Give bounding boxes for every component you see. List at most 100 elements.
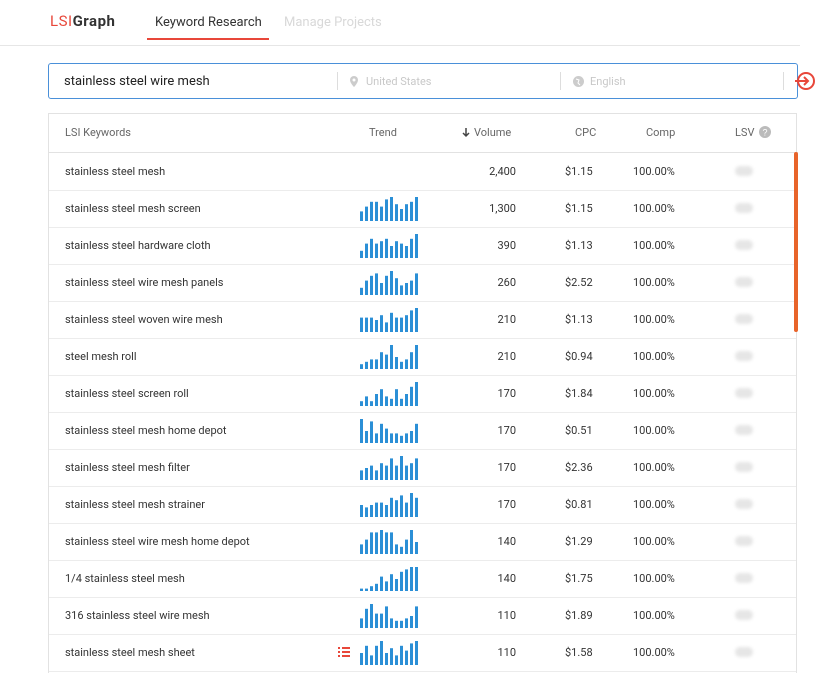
trend-bar xyxy=(380,352,383,369)
keyword-table: LSI Keywords Trend Volume CPC Comp LSV ?… xyxy=(48,113,798,673)
trend-bar xyxy=(360,401,363,406)
lsv-blurred xyxy=(735,573,753,583)
trend-bar xyxy=(400,456,403,480)
trend-bar xyxy=(400,495,403,517)
column-header[interactable]: Comp xyxy=(646,126,676,139)
trend-bar xyxy=(405,433,408,443)
trend-bar xyxy=(415,423,418,443)
trend-bar xyxy=(370,275,373,295)
trend-bar xyxy=(370,604,373,628)
trend-bar xyxy=(390,648,393,665)
trend-bar xyxy=(390,271,393,295)
trend-sparkline xyxy=(360,345,418,369)
trend-bar xyxy=(365,243,368,258)
column-header[interactable]: CPC xyxy=(575,126,597,139)
cpc: $2.36 xyxy=(565,461,593,474)
table-row[interactable]: stainless steel screen roll 170 $1.84 100.0… xyxy=(49,375,796,413)
svg-text:?: ? xyxy=(762,128,767,138)
trend-bar xyxy=(380,530,383,554)
column-header[interactable]: LSI Keywords xyxy=(65,126,131,139)
trend-bar xyxy=(380,283,383,295)
table-row[interactable]: stainless steel mesh strainer 170 $0.81 100… xyxy=(49,486,796,524)
table-row[interactable]: stainless steel hardware cloth 390 $1.13 10… xyxy=(49,227,796,265)
table-row[interactable]: 1/4 stainless steel mesh 140 $1.75 100.00% xyxy=(49,560,796,598)
language-input[interactable]: English xyxy=(590,75,626,88)
comp: 100.00% xyxy=(633,276,675,289)
trend-sparkline xyxy=(360,419,418,443)
tab[interactable]: Manage Projects xyxy=(284,15,382,30)
comp: 100.00% xyxy=(633,350,675,363)
trend-bar xyxy=(385,581,388,591)
tab[interactable]: Keyword Research xyxy=(155,15,262,30)
cpc: $1.29 xyxy=(565,535,593,548)
query-input[interactable]: stainless steel wire mesh xyxy=(64,74,210,89)
trend-bar xyxy=(395,389,398,406)
trend-bar xyxy=(400,546,403,554)
trend-bar xyxy=(395,317,398,332)
table-row[interactable]: stainless steel woven wire mesh 210 $1.13 1… xyxy=(49,301,796,339)
comp: 100.00% xyxy=(633,313,675,326)
trend-bar xyxy=(365,280,368,295)
keyword: stainless steel mesh sheet xyxy=(65,646,195,659)
pin-icon xyxy=(350,76,358,87)
trend-bar xyxy=(395,204,398,221)
table-row[interactable]: stainless steel mesh home depot 170 $0.51 1… xyxy=(49,412,796,450)
column-header[interactable]: LSV xyxy=(735,126,755,139)
trend-bar xyxy=(360,250,363,258)
comp: 100.00% xyxy=(633,646,675,659)
trend-bar xyxy=(385,653,388,665)
list-icon[interactable] xyxy=(338,647,350,657)
globe-icon xyxy=(573,76,584,87)
table-row[interactable]: stainless steel wire mesh home depot 140 $… xyxy=(49,523,796,561)
trend-bar xyxy=(375,613,378,628)
scrollbar[interactable] xyxy=(794,152,798,332)
trend-bar xyxy=(410,530,413,554)
lsv-blurred xyxy=(735,388,753,398)
trend-bar xyxy=(385,322,388,332)
trend-bar xyxy=(415,345,418,369)
trend-bar xyxy=(375,320,378,332)
table-row[interactable]: 316 stainless steel wire mesh 110 $1.89 100… xyxy=(49,597,796,635)
trend-bar xyxy=(370,317,373,332)
trend-bar xyxy=(375,394,378,406)
trend-bar xyxy=(415,273,418,295)
trend-bar xyxy=(380,463,383,480)
trend-bar xyxy=(370,201,373,221)
trend-bar xyxy=(395,357,398,369)
keyword: steel mesh roll xyxy=(65,350,137,363)
logo[interactable]: LSIGraph xyxy=(50,12,115,30)
volume: 260 xyxy=(497,276,516,289)
table-row[interactable]: stainless steel mesh 2,400 $1.15 100.00% xyxy=(49,153,796,191)
trend-bar xyxy=(380,423,383,443)
trend-bar xyxy=(395,465,398,480)
trend-bar xyxy=(380,389,383,406)
cpc: $0.81 xyxy=(565,498,593,511)
location-input[interactable]: United States xyxy=(366,75,432,88)
trend-bar xyxy=(405,394,408,406)
table-row[interactable]: steel mesh roll 210 $0.94 100.00% xyxy=(49,338,796,376)
separator xyxy=(560,72,561,90)
column-header[interactable]: Trend xyxy=(369,126,397,139)
trend-bar xyxy=(405,502,408,517)
trend-sparkline xyxy=(360,604,418,628)
volume: 2,400 xyxy=(489,165,516,178)
trend-bar xyxy=(365,539,368,554)
search-bar: stainless steel wire mesh United States … xyxy=(48,63,815,99)
volume: 170 xyxy=(497,387,516,400)
logo-left: LSI xyxy=(50,12,73,30)
trend-sparkline xyxy=(360,197,418,221)
list-icon-line xyxy=(342,647,350,649)
trend-bar xyxy=(380,206,383,221)
comp: 100.00% xyxy=(633,165,675,178)
trend-sparkline xyxy=(360,308,418,332)
table-row[interactable]: stainless steel mesh sheet 110 $1.58 100.00… xyxy=(49,634,796,672)
trend-bar xyxy=(370,505,373,517)
table-row[interactable]: stainless steel mesh screen 1,300 $1.15 100… xyxy=(49,190,796,228)
trend-bar xyxy=(390,312,393,332)
volume: 140 xyxy=(497,535,516,548)
submit-button[interactable] xyxy=(794,71,816,91)
help-icon[interactable]: ? xyxy=(759,126,771,138)
table-row[interactable]: stainless steel wire mesh panels 260 $2.52… xyxy=(49,264,796,302)
table-row[interactable]: stainless steel mesh filter 170 $2.36 100.0… xyxy=(49,449,796,487)
column-header[interactable]: Volume xyxy=(474,126,512,139)
